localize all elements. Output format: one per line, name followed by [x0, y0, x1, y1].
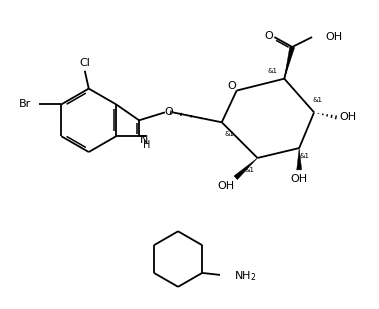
Text: OH: OH	[325, 32, 342, 42]
Text: OH: OH	[217, 181, 234, 191]
Text: O: O	[227, 81, 236, 91]
Text: &1: &1	[225, 131, 235, 137]
Text: &1: &1	[299, 153, 309, 159]
Text: &1: &1	[268, 68, 277, 74]
Text: &1: &1	[244, 167, 255, 173]
Text: N: N	[140, 135, 148, 145]
Text: O: O	[164, 108, 173, 117]
Text: O: O	[264, 31, 273, 41]
Text: NH$_2$: NH$_2$	[234, 269, 257, 283]
Text: &1: &1	[312, 98, 322, 104]
Polygon shape	[297, 148, 302, 170]
Text: OH: OH	[291, 174, 308, 184]
Text: OH: OH	[339, 112, 356, 122]
Polygon shape	[234, 158, 257, 180]
Text: Br: Br	[19, 99, 31, 109]
Text: Cl: Cl	[79, 58, 90, 68]
Text: H: H	[143, 140, 151, 150]
Polygon shape	[284, 46, 294, 79]
